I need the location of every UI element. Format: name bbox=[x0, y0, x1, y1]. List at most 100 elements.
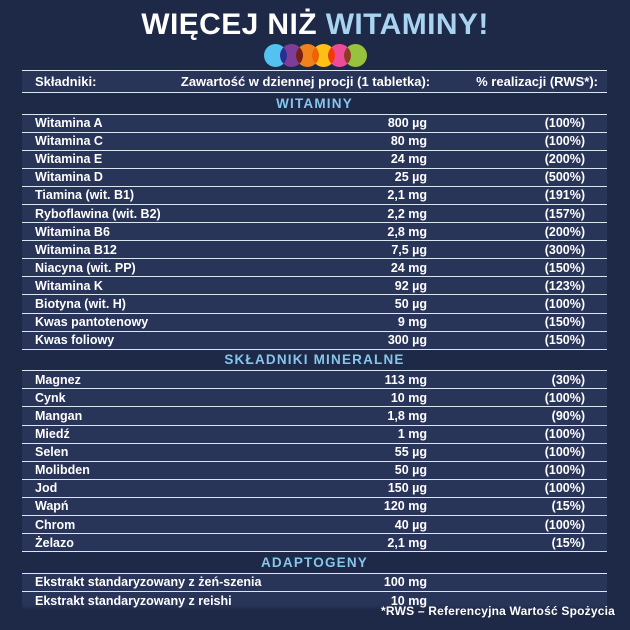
ingredient-amount: 150 µg bbox=[387, 481, 427, 496]
table-row: Ekstrakt standaryzowany z żeń-szenia 100… bbox=[22, 573, 607, 592]
ingredient-rws-percent: (150%) bbox=[544, 315, 585, 330]
ingredient-name: Cynk bbox=[35, 390, 66, 405]
page-title: WIĘCEJ NIŻ WITAMINY! bbox=[0, 0, 630, 41]
ingredient-amount: 55 µg bbox=[394, 445, 427, 460]
table-row: Witamina D 25 µg (500%) bbox=[22, 168, 607, 187]
ingredient-amount: 25 µg bbox=[394, 170, 427, 185]
ingredient-amount: 1 mg bbox=[397, 427, 427, 442]
ingredient-name: Ekstrakt standaryzowany z reishi bbox=[35, 593, 232, 608]
ingredient-rws-percent: (123%) bbox=[544, 278, 585, 293]
ingredient-rws-percent: (100%) bbox=[544, 296, 585, 311]
ingredient-rws-percent: (150%) bbox=[544, 260, 585, 275]
ingredient-name: Jod bbox=[35, 481, 58, 496]
table-row: Jod 150 µg (100%) bbox=[22, 479, 607, 498]
table-row: Wapń 120 mg (15%) bbox=[22, 497, 607, 516]
ingredient-amount: 10 mg bbox=[390, 593, 427, 608]
ingredient-amount: 92 µg bbox=[394, 278, 427, 293]
table-row: Molibden 50 µg (100%) bbox=[22, 461, 607, 480]
ingredient-amount: 9 mg bbox=[397, 315, 427, 330]
title-highlight: WITAMINY! bbox=[325, 8, 489, 41]
table-row: Biotyna (wit. H) 50 µg (100%) bbox=[22, 295, 607, 314]
ingredient-amount: 24 mg bbox=[390, 260, 427, 275]
ingredient-rws-percent: (30%) bbox=[551, 372, 585, 387]
table-row: Chrom 40 µg (100%) bbox=[22, 515, 607, 535]
table-row: Witamina E 24 mg (200%) bbox=[22, 150, 607, 169]
section-header: ADAPTOGENY bbox=[22, 552, 607, 574]
table-row: Tiamina (wit. B1) 2,1 mg (191%) bbox=[22, 186, 607, 205]
table-row: Żelazo 2,1 mg (15%) bbox=[22, 534, 607, 553]
ingredient-amount: 50 µg bbox=[394, 463, 427, 478]
ingredient-name: Witamina C bbox=[35, 134, 103, 149]
ingredient-amount: 1,8 mg bbox=[387, 408, 427, 423]
ingredient-amount: 100 mg bbox=[383, 575, 427, 590]
ingredient-name: Kwas foliowy bbox=[35, 333, 115, 348]
dot-green bbox=[343, 44, 367, 67]
table-row: Magnez 113 mg (30%) bbox=[22, 371, 607, 390]
table-row: Witamina B6 2,8 mg (200%) bbox=[22, 223, 607, 242]
table-row: Ryboflawina (wit. B2) 2,2 mg (157%) bbox=[22, 204, 607, 224]
ingredient-rws-percent: (100%) bbox=[544, 445, 585, 460]
ingredient-amount: 2,1 mg bbox=[387, 188, 427, 203]
ingredient-name: Magnez bbox=[35, 372, 81, 387]
ingredient-amount: 2,8 mg bbox=[387, 224, 427, 239]
table-row: Ekstrakt standaryzowany z reishi 10 mg bbox=[22, 591, 607, 610]
ingredient-name: Ryboflawina (wit. B2) bbox=[35, 206, 161, 221]
ingredient-amount: 2,2 mg bbox=[387, 206, 427, 221]
ingredient-rws-percent: (100%) bbox=[544, 481, 585, 496]
ingredient-rws-percent: (191%) bbox=[544, 188, 585, 203]
ingredient-amount: 800 µg bbox=[387, 116, 427, 131]
ingredient-name: Witamina D bbox=[35, 170, 103, 185]
table-row: Niacyna (wit. PP) 24 mg (150%) bbox=[22, 259, 607, 278]
ingredient-name: Selen bbox=[35, 445, 69, 460]
header-content: Zawartość w dziennej procji (1 tabletka)… bbox=[180, 74, 431, 89]
title-prefix: WIĘCEJ NIŻ bbox=[141, 8, 326, 41]
ingredient-rws-percent: (500%) bbox=[544, 170, 585, 185]
table-row: Selen 55 µg (100%) bbox=[22, 443, 607, 462]
section-header: WITAMINY bbox=[22, 93, 607, 115]
ingredient-name: Chrom bbox=[35, 517, 76, 532]
ingredient-amount: 113 mg bbox=[384, 372, 427, 387]
ingredient-rws-percent: (200%) bbox=[544, 224, 585, 239]
ingredient-amount: 24 mg bbox=[390, 152, 427, 167]
ingredient-rws-percent: (100%) bbox=[544, 463, 585, 478]
table-row: Kwas foliowy 300 µg (150%) bbox=[22, 331, 607, 350]
ingredient-name: Tiamina (wit. B1) bbox=[35, 188, 135, 203]
header-rws: % realizacji (RWS*): bbox=[476, 74, 598, 89]
rws-footnote: *RWS – Referencyjna Wartość Spożycia bbox=[381, 604, 615, 618]
table-row: Kwas pantotenowy 9 mg (150%) bbox=[22, 313, 607, 332]
ingredient-name: Ekstrakt standaryzowany z żeń-szenia bbox=[35, 575, 262, 590]
table-body: WITAMINY Witamina A 800 µg (100%) Witami… bbox=[22, 93, 607, 610]
ingredient-rws-percent: (15%) bbox=[551, 535, 585, 550]
table-header-row: Składniki: Zawartość w dziennej procji (… bbox=[22, 71, 607, 93]
table-row: Witamina B12 7,5 µg (300%) bbox=[22, 241, 607, 260]
ingredient-amount: 80 mg bbox=[390, 134, 427, 149]
table-row: Witamina C 80 mg (100%) bbox=[22, 132, 607, 151]
ingredient-rws-percent: (100%) bbox=[544, 116, 585, 131]
title-dots bbox=[0, 44, 630, 68]
ingredient-name: Witamina B12 bbox=[35, 242, 117, 257]
ingredient-name: Molibden bbox=[35, 463, 90, 478]
ingredient-name: Witamina E bbox=[35, 152, 103, 167]
ingredient-rws-percent: (150%) bbox=[544, 333, 585, 348]
table-row: Cynk 10 mg (100%) bbox=[22, 389, 607, 408]
ingredient-rws-percent: (300%) bbox=[544, 242, 585, 257]
ingredient-name: Żelazo bbox=[35, 535, 74, 550]
ingredient-rws-percent: (100%) bbox=[544, 517, 585, 532]
ingredient-rws-percent: (100%) bbox=[544, 134, 585, 149]
ingredient-name: Biotyna (wit. H) bbox=[35, 296, 126, 311]
ingredient-amount: 120 mg bbox=[383, 499, 427, 514]
ingredient-rws-percent: (157%) bbox=[544, 206, 585, 221]
ingredient-name: Witamina A bbox=[35, 116, 103, 131]
ingredient-amount: 7,5 µg bbox=[391, 242, 427, 257]
table-row: Witamina A 800 µg (100%) bbox=[22, 114, 607, 133]
header-ingredients: Składniki: bbox=[35, 74, 97, 89]
ingredient-rws-percent: (100%) bbox=[544, 427, 585, 442]
ingredient-amount: 300 µg bbox=[387, 333, 427, 348]
table-row: Miedź 1 mg (100%) bbox=[22, 425, 607, 444]
ingredient-name: Wapń bbox=[35, 499, 69, 514]
ingredient-amount: 40 µg bbox=[394, 517, 427, 532]
ingredient-name: Witamina K bbox=[35, 278, 103, 293]
ingredient-rws-percent: (200%) bbox=[544, 152, 585, 167]
section-header: SKŁADNIKI MINERALNE bbox=[22, 350, 607, 372]
